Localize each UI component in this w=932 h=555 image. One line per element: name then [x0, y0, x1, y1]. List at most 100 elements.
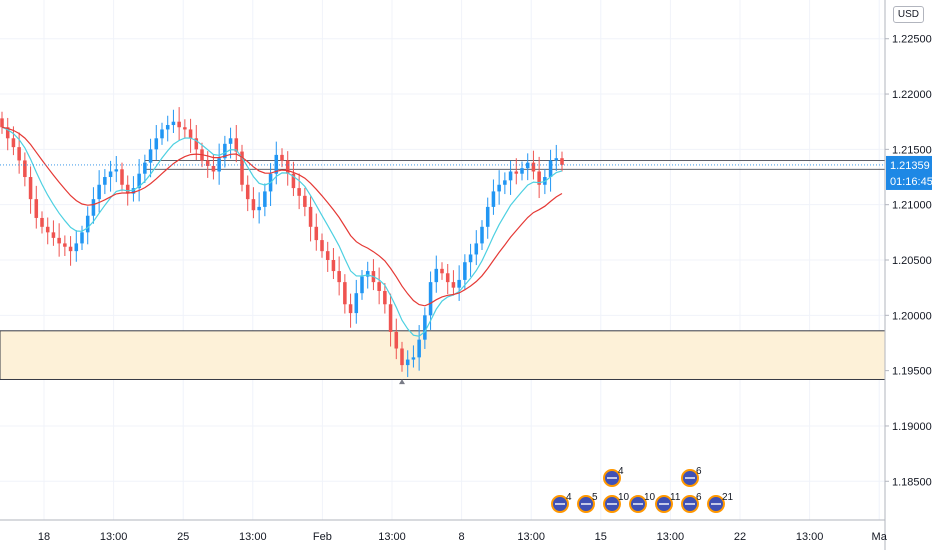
candle-body[interactable]	[274, 154, 279, 174]
candle-body[interactable]	[0, 118, 4, 128]
candle-body[interactable]	[297, 188, 301, 196]
candle-body[interactable]	[165, 125, 170, 130]
candle-body[interactable]	[394, 331, 399, 349]
candle-body[interactable]	[440, 268, 444, 274]
candle-body[interactable]	[325, 251, 330, 260]
candle-body[interactable]	[314, 226, 319, 241]
candle-body[interactable]	[280, 154, 284, 161]
candle-body[interactable]	[97, 184, 101, 200]
candle-body[interactable]	[365, 271, 370, 277]
last-price-tag[interactable]	[886, 155, 932, 190]
candle-body[interactable]	[85, 215, 90, 233]
candle-body[interactable]	[183, 127, 187, 130]
candle-body[interactable]	[5, 127, 10, 139]
candle-body[interactable]	[245, 184, 250, 200]
candle-body[interactable]	[63, 243, 67, 247]
candle-body[interactable]	[400, 348, 404, 366]
candle-body[interactable]	[228, 138, 233, 144]
candle-body[interactable]	[91, 199, 96, 216]
candle-body[interactable]	[103, 177, 107, 185]
candle-body[interactable]	[194, 138, 199, 150]
currency-label[interactable]: USD	[892, 6, 924, 23]
candle-body[interactable]	[560, 158, 564, 165]
candle-body[interactable]	[120, 169, 124, 185]
candle-body[interactable]	[74, 243, 79, 252]
candle-body[interactable]	[474, 243, 479, 255]
candle-body[interactable]	[160, 129, 164, 139]
candle-body[interactable]	[205, 160, 210, 166]
candle-body[interactable]	[223, 143, 227, 159]
candle-body[interactable]	[234, 138, 239, 152]
candle-body[interactable]	[503, 180, 507, 185]
candle-body[interactable]	[45, 226, 50, 233]
candle-body[interactable]	[388, 304, 393, 332]
candle-body[interactable]	[291, 173, 296, 189]
candle-body[interactable]	[320, 240, 324, 252]
candle-body[interactable]	[411, 357, 416, 360]
candle-body[interactable]	[468, 254, 473, 263]
candle-body[interactable]	[154, 138, 159, 150]
candle-body[interactable]	[337, 271, 341, 283]
candle-body[interactable]	[497, 184, 501, 192]
candle-body[interactable]	[308, 206, 313, 227]
candle-body[interactable]	[514, 171, 519, 174]
candle-body[interactable]	[354, 293, 359, 314]
candle-body[interactable]	[80, 232, 84, 244]
candle-body[interactable]	[508, 171, 513, 181]
candle-body[interactable]	[537, 171, 541, 185]
candle-body[interactable]	[40, 217, 44, 227]
candle-body[interactable]	[457, 279, 461, 288]
candle-body[interactable]	[377, 282, 381, 291]
candle-body[interactable]	[51, 232, 56, 238]
candle-body[interactable]	[251, 199, 256, 211]
candle-body[interactable]	[554, 158, 559, 161]
candle-body[interactable]	[57, 237, 61, 244]
candle-body[interactable]	[17, 147, 21, 161]
candle-body[interactable]	[480, 226, 484, 244]
candle-body[interactable]	[383, 290, 387, 305]
candle-body[interactable]	[11, 138, 16, 148]
candle-body[interactable]	[451, 282, 456, 288]
candle-body[interactable]	[531, 162, 536, 172]
candle-body[interactable]	[360, 276, 364, 294]
candle-body[interactable]	[137, 173, 141, 189]
candle-body[interactable]	[343, 282, 347, 305]
candle-body[interactable]	[417, 339, 421, 358]
candle-body[interactable]	[23, 160, 27, 178]
candle-body[interactable]	[34, 199, 39, 218]
candle-body[interactable]	[125, 184, 130, 194]
candle-body[interactable]	[28, 177, 33, 200]
candle-body[interactable]	[257, 206, 261, 211]
last-price-label: 1.21359	[890, 160, 930, 172]
candle-body[interactable]	[131, 188, 136, 194]
demand-zone[interactable]	[0, 330, 886, 380]
candle-body[interactable]	[548, 160, 553, 178]
candle-body[interactable]	[491, 191, 496, 207]
candle-body[interactable]	[148, 149, 153, 163]
candle-body[interactable]	[331, 260, 336, 272]
candle-body[interactable]	[285, 160, 290, 174]
candle-body[interactable]	[177, 121, 181, 128]
candle-body[interactable]	[143, 162, 147, 174]
candle-body[interactable]	[108, 171, 113, 178]
candle-body[interactable]	[445, 273, 450, 283]
candle-body[interactable]	[405, 359, 410, 366]
candle-body[interactable]	[68, 246, 73, 252]
candle-body[interactable]	[485, 206, 490, 227]
candle-body[interactable]	[303, 195, 307, 207]
candle-body[interactable]	[171, 121, 176, 126]
candle-body[interactable]	[463, 262, 467, 280]
candle-body[interactable]	[423, 315, 427, 340]
candle-body[interactable]	[428, 282, 433, 316]
candle-body[interactable]	[520, 168, 524, 174]
candle-body[interactable]	[188, 129, 193, 139]
candle-body[interactable]	[525, 162, 530, 169]
candle-body[interactable]	[263, 191, 267, 207]
candle-body[interactable]	[434, 268, 439, 283]
candle-body[interactable]	[114, 169, 119, 172]
candle-body[interactable]	[240, 151, 244, 185]
candle-body[interactable]	[211, 165, 216, 172]
candle-body[interactable]	[348, 304, 353, 314]
